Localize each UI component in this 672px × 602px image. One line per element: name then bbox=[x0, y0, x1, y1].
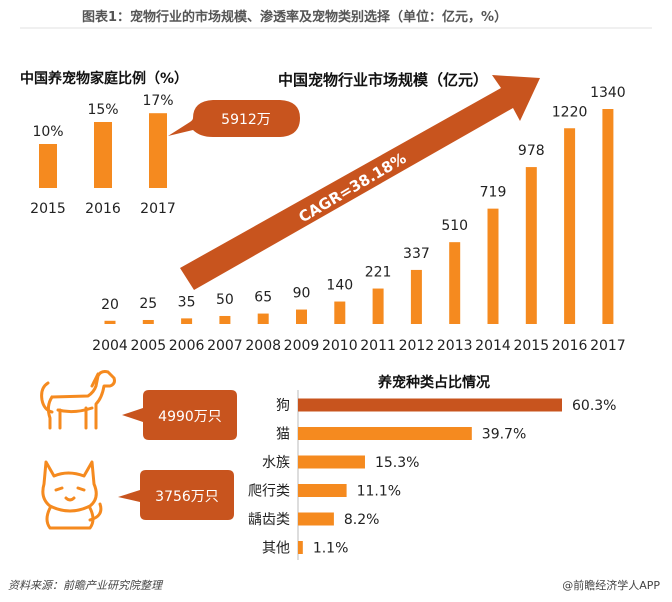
cagr-label: CAGR=38.18% bbox=[296, 149, 410, 226]
cat-icon bbox=[41, 460, 103, 530]
pet-type-bar bbox=[298, 455, 365, 469]
market-bar-2015 bbox=[525, 167, 537, 324]
market-value-label: 337 bbox=[403, 246, 430, 262]
market-year-label: 2009 bbox=[284, 338, 320, 354]
market-year-label: 2015 bbox=[513, 338, 549, 354]
market-year-label: 2011 bbox=[360, 338, 396, 354]
penetration-year-label: 2015 bbox=[30, 201, 66, 217]
pet-type-bar bbox=[298, 398, 562, 412]
market-value-label: 90 bbox=[293, 286, 311, 302]
market-year-label: 2017 bbox=[590, 338, 626, 354]
market-year-label: 2012 bbox=[399, 338, 435, 354]
pet-type-label: 水族 bbox=[262, 455, 290, 471]
cats-callout: 3756万只 bbox=[118, 470, 234, 520]
pet-type-value-label: 15.3% bbox=[375, 455, 419, 471]
penetration-chart-title: 中国养宠物家庭比例（%） bbox=[20, 71, 189, 87]
market-bar-2006 bbox=[181, 318, 193, 324]
dog-icon bbox=[40, 370, 116, 430]
pet-type-value-label: 11.1% bbox=[357, 484, 401, 500]
market-value-label: 1220 bbox=[552, 104, 588, 120]
pet-type-label: 龋齿类 bbox=[248, 512, 290, 528]
market-value-label: 221 bbox=[365, 265, 392, 281]
market-chart-title: 中国宠物行业市场规模（亿元） bbox=[278, 71, 489, 89]
dogs-callout-text: 4990万只 bbox=[158, 409, 222, 425]
market-value-label: 719 bbox=[480, 185, 507, 201]
market-bar-2014 bbox=[487, 208, 499, 324]
pet-type-bar bbox=[298, 427, 472, 440]
market-year-label: 2005 bbox=[130, 338, 166, 354]
footer-source: 资料来源：前瞻产业研究院整理 bbox=[8, 579, 162, 592]
market-year-label: 2013 bbox=[437, 338, 473, 354]
penetration-value-label: 15% bbox=[87, 102, 118, 118]
penetration-bar-2017 bbox=[149, 113, 167, 188]
market-value-label: 25 bbox=[139, 296, 157, 312]
penetration-value-label: 10% bbox=[32, 124, 63, 140]
households-callout-text: 5912万 bbox=[221, 112, 271, 128]
penetration-bar-2016 bbox=[94, 122, 112, 188]
penetration-value-label: 17% bbox=[142, 93, 173, 109]
penetration-bar-chart: 10% 2015 15% 2016 17% 2017 bbox=[30, 93, 176, 217]
households-callout: 5912万 bbox=[168, 100, 300, 137]
pet-type-bar bbox=[298, 512, 334, 526]
market-bar-2016 bbox=[564, 128, 576, 324]
pet-type-bar bbox=[298, 541, 303, 554]
footer-brand: @前瞻经济学人APP bbox=[562, 579, 660, 592]
market-year-label: 2006 bbox=[169, 338, 205, 354]
market-bar-2004 bbox=[104, 320, 116, 324]
market-year-label: 2004 bbox=[92, 338, 128, 354]
market-bar-2009 bbox=[296, 309, 307, 324]
penetration-year-label: 2017 bbox=[140, 201, 176, 217]
pet-types-bar-chart: 狗 60.3% 猫 39.7% 水族 15.3% 爬行类 11.1% 龋齿类 8.2% 其他 1.1% bbox=[248, 390, 616, 560]
pet-type-label: 爬行类 bbox=[248, 484, 290, 500]
market-size-bar-chart: 20 2004 25 2005 35 2006 50 2007 65 2008 90 2009 140 2… bbox=[92, 85, 626, 354]
market-bar-2010 bbox=[334, 301, 346, 324]
market-bar-2012 bbox=[410, 269, 422, 324]
market-bar-2013 bbox=[449, 242, 461, 324]
market-value-label: 65 bbox=[254, 290, 272, 306]
dogs-callout: 4990万只 bbox=[122, 390, 237, 440]
market-value-label: 140 bbox=[326, 278, 353, 294]
pet-type-value-label: 1.1% bbox=[313, 541, 349, 557]
market-year-label: 2008 bbox=[245, 338, 281, 354]
market-year-label: 2014 bbox=[475, 338, 511, 354]
pet-type-value-label: 8.2% bbox=[344, 512, 380, 528]
market-value-label: 50 bbox=[216, 292, 234, 308]
penetration-year-label: 2016 bbox=[85, 201, 121, 217]
page-title: 图表1：宠物行业的市场规模、渗透率及宠物类别选择（单位：亿元，%） bbox=[82, 10, 508, 25]
pet-type-bar bbox=[298, 484, 347, 497]
penetration-bar-2015 bbox=[39, 144, 57, 188]
market-bar-2005 bbox=[142, 319, 154, 324]
pet-type-label: 狗 bbox=[276, 398, 290, 414]
market-year-label: 2010 bbox=[322, 338, 358, 354]
market-value-label: 20 bbox=[101, 297, 119, 313]
market-bar-2017 bbox=[602, 109, 614, 324]
market-value-label: 510 bbox=[441, 218, 468, 234]
pet-type-label: 其他 bbox=[262, 541, 290, 557]
market-value-label: 978 bbox=[518, 143, 545, 159]
pet-types-chart-title: 养宠种类占比情况 bbox=[378, 375, 490, 391]
market-year-label: 2016 bbox=[552, 338, 588, 354]
cats-callout-text: 3756万只 bbox=[155, 489, 219, 505]
market-value-label: 35 bbox=[178, 294, 196, 310]
market-bar-2008 bbox=[257, 313, 269, 324]
market-year-label: 2007 bbox=[207, 338, 243, 354]
pet-type-value-label: 60.3% bbox=[572, 398, 616, 414]
market-bar-2007 bbox=[219, 315, 231, 324]
market-bar-2011 bbox=[372, 288, 384, 324]
pet-type-label: 猫 bbox=[276, 427, 290, 443]
pet-type-value-label: 39.7% bbox=[482, 427, 526, 443]
market-value-label: 1340 bbox=[590, 85, 626, 101]
